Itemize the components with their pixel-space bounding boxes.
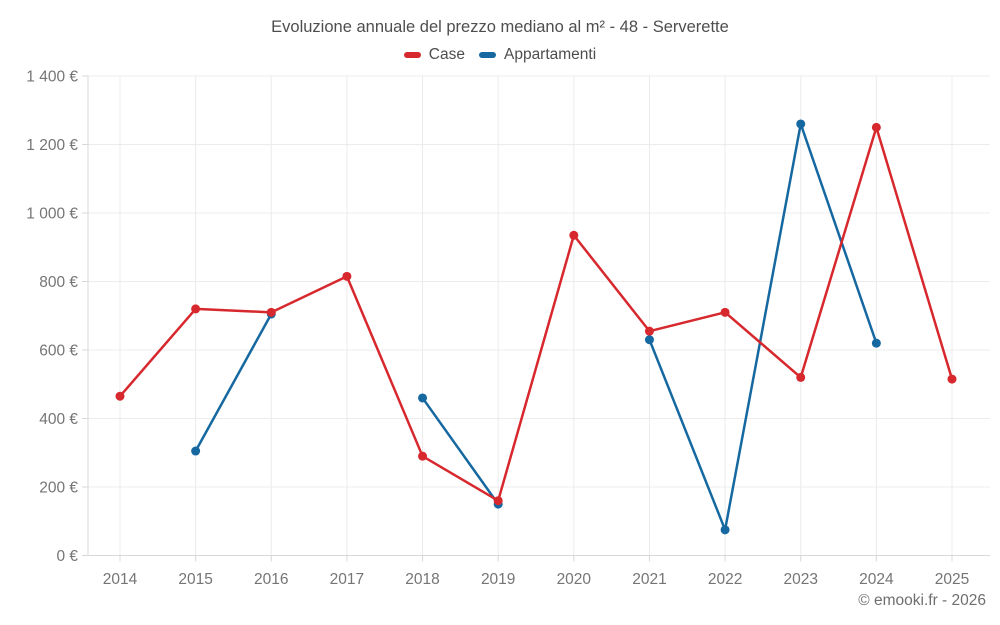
x-tick-label: 2021 [632, 571, 666, 588]
y-tick-label: 600 € [39, 343, 78, 360]
legend-swatch-case-icon [403, 52, 421, 58]
chart-title: Evoluzione annuale del prezzo mediano al… [271, 18, 729, 36]
x-tick-label: 2015 [178, 571, 212, 588]
case-point-2020[interactable] [569, 230, 579, 240]
appartamenti-line [648, 122, 878, 532]
y-tick-label: 0 € [56, 548, 78, 565]
case-point-2016[interactable] [266, 307, 276, 317]
case-point-2023[interactable] [796, 372, 806, 382]
chart-legend: Case Appartamenti [0, 46, 1000, 64]
case-point-2017[interactable] [342, 271, 352, 281]
case-point-2022[interactable] [720, 307, 730, 317]
y-tick-label: 200 € [39, 480, 78, 497]
x-tick-label: 2025 [935, 571, 969, 588]
appartamenti-point-2023[interactable] [796, 119, 806, 129]
x-tick-label: 2020 [557, 571, 592, 588]
appartamenti-line [421, 396, 500, 506]
appartamenti-line [194, 312, 273, 453]
x-tick-label: 2014 [103, 571, 138, 588]
y-tick-label: 1 000 € [26, 206, 78, 223]
y-tick-label: 800 € [39, 274, 78, 291]
case-point-2021[interactable] [644, 326, 654, 336]
y-tick-label: 1 200 € [26, 137, 78, 154]
case-point-2024[interactable] [871, 122, 881, 132]
x-tick-label: 2019 [481, 571, 515, 588]
appartamenti-point-2021[interactable] [644, 335, 654, 345]
appartamenti-point-2018[interactable] [418, 393, 428, 403]
legend-label-appartamenti: Appartamenti [503, 46, 597, 63]
case-point-2014[interactable] [115, 391, 125, 401]
appartamenti-point-2022[interactable] [720, 525, 730, 535]
case-point-2015[interactable] [191, 304, 201, 314]
appartamenti-point-2015[interactable] [191, 446, 201, 456]
y-tick-label: 1 400 € [26, 69, 78, 86]
case-point-2018[interactable] [418, 451, 428, 461]
x-tick-label: 2022 [708, 571, 742, 588]
x-tick-label: 2024 [859, 571, 894, 588]
legend-swatch-appartamenti-icon [478, 52, 496, 58]
copyright-credit-link[interactable]: © emooki.fr - 2026 [858, 592, 986, 609]
legend-item-case[interactable]: Case [403, 46, 465, 64]
appartamenti-point-2024[interactable] [871, 338, 881, 348]
x-tick-label: 2018 [405, 571, 439, 588]
case-line [118, 126, 954, 502]
case-point-2025[interactable] [947, 374, 957, 384]
case-point-2019[interactable] [493, 496, 503, 506]
x-tick-label: 2023 [783, 571, 817, 588]
legend-item-appartamenti[interactable]: Appartamenti [478, 46, 597, 64]
y-tick-label: 400 € [39, 411, 78, 428]
legend-label-case: Case [428, 46, 465, 63]
x-tick-label: 2017 [330, 571, 364, 588]
x-tick-label: 2016 [254, 571, 288, 588]
